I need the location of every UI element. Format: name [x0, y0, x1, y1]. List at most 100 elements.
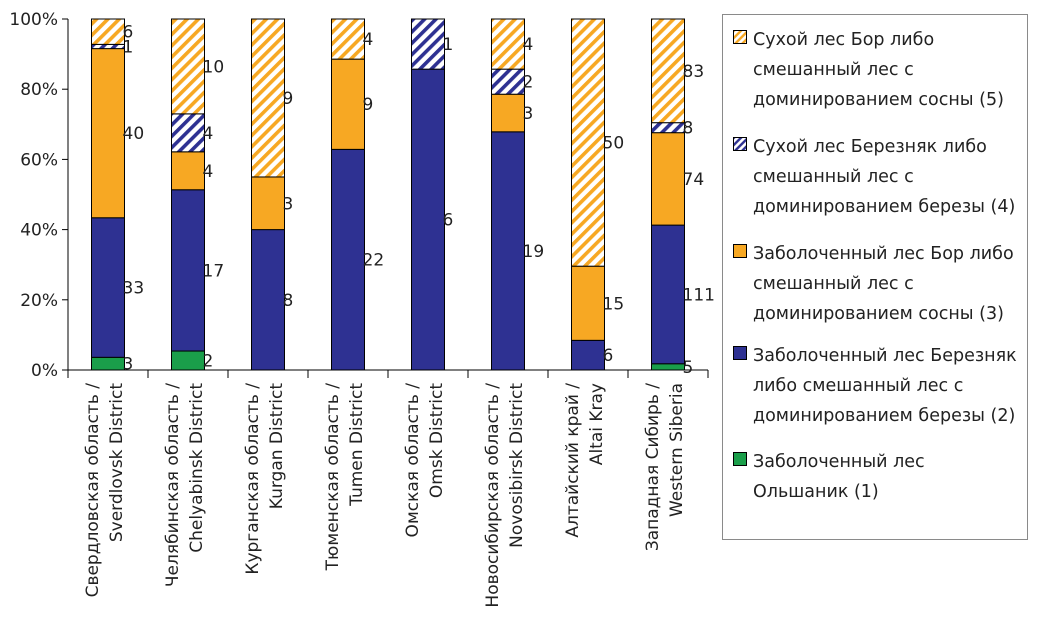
bar-segment [571, 18, 605, 267]
data-label: 111 [683, 285, 715, 305]
x-tick-label: Омская область / [403, 383, 423, 538]
bar-segment [91, 18, 125, 45]
data-label: 5 [683, 358, 694, 378]
data-label: 9 [363, 95, 374, 115]
bar-segment [491, 68, 525, 95]
legend-swatch-series-4 [733, 137, 747, 151]
legend-label-series-5: Сухой лес Бор либо смешанный лес с домин… [753, 30, 1004, 110]
bar-segment [331, 18, 365, 60]
data-label: 22 [363, 251, 385, 271]
legend-swatch-series-5 [733, 30, 747, 44]
y-tick-label: 60% [20, 150, 58, 170]
data-label: 2 [523, 73, 534, 93]
bar-segment [91, 217, 125, 358]
legend-label-series-4: Сухой лес Березняк либо смешанный лес с … [753, 137, 1016, 217]
x-tick-label: Omsk District [427, 383, 447, 498]
y-tick-label: 80% [20, 80, 58, 100]
x-tick-label: Алтайский край / [563, 383, 583, 538]
bar-segment [491, 131, 525, 371]
y-tick-label: 100% [9, 10, 58, 30]
bar-stack: 2 17 4 4 10 [171, 18, 225, 372]
bar-segment [651, 132, 685, 226]
bar-stack: 22 9 4 [331, 18, 385, 371]
x-tick-label: Новосибирская область / [483, 383, 503, 608]
x-tick-label: Novosibirsk District [507, 383, 527, 548]
bar-segment [331, 58, 365, 150]
data-label: 19 [523, 242, 545, 262]
data-label: 2 [203, 352, 214, 372]
data-label: 3 [523, 104, 534, 124]
bar-segment [91, 43, 125, 50]
bar-segment [651, 224, 685, 365]
data-label: 8 [283, 291, 294, 311]
bar-segment [91, 356, 125, 371]
x-tick-label: Kurgan District [267, 383, 287, 510]
x-tick-label: Altai Kray [587, 383, 607, 465]
data-label: 50 [603, 134, 625, 154]
data-label: 9 [283, 89, 294, 109]
bar-segment [491, 93, 525, 133]
data-label: 10 [203, 57, 225, 77]
bar-segment [171, 113, 205, 153]
bar-stack: 6 15 50 [571, 18, 625, 371]
data-label: 4 [363, 30, 374, 50]
legend: Сухой лес Бор либо смешанный лес с домин… [722, 14, 1028, 540]
x-tick-label: Западная Сибирь / [643, 383, 663, 551]
data-label: 40 [123, 124, 145, 144]
data-label: 74 [683, 170, 705, 190]
data-label: 15 [603, 294, 625, 314]
bar-segment [571, 265, 605, 341]
legend-label-series-2: Заболоченный лес Березняк либо смешанный… [753, 346, 1017, 426]
bar-segment [171, 350, 205, 371]
data-label: 6 [123, 23, 134, 43]
legend-swatch-series-3 [733, 244, 747, 258]
bar-segment [651, 18, 685, 124]
data-label: 1 [443, 35, 454, 55]
bar-stack: 19 3 2 4 [491, 18, 545, 371]
data-label: 8 [683, 119, 694, 139]
legend-label-series-3: Заболоченный лес Бор либо смешанный лес … [753, 244, 1014, 324]
bar-segment [171, 189, 205, 352]
data-label: 4 [523, 35, 534, 55]
bar-stack: 61 [411, 18, 454, 371]
x-tick-label: Western Siberia [667, 383, 687, 517]
legend-swatch-series-2 [733, 346, 747, 360]
data-label: 1 [123, 37, 134, 57]
x-tick-label: Курганская область / [243, 383, 263, 575]
bar-segment [251, 229, 285, 371]
data-label: 3 [123, 355, 134, 375]
bar-stack: 5 111 74 8 83 [651, 18, 715, 378]
x-tick-label: Tumen District [347, 383, 367, 507]
bar-segment [91, 48, 125, 219]
y-tick-label: 20% [20, 291, 58, 311]
bar-segment [411, 18, 445, 70]
data-label: 3 [283, 194, 294, 214]
x-tick-label: Sverdlovsk District [107, 383, 127, 542]
data-label: 6 [443, 211, 454, 231]
bar-segment [171, 18, 205, 115]
data-label: 6 [603, 346, 614, 366]
legend-label-series-1: Заболоченный лес Ольшаник (1) [753, 452, 925, 502]
y-tick-label: 40% [20, 221, 58, 241]
x-tick-label: Свердловская область / [83, 383, 103, 598]
bar-segment [251, 18, 285, 178]
bar-segment [411, 68, 445, 371]
bar-segment [331, 148, 365, 371]
bar-segment [171, 151, 205, 191]
bar-stack: 8 3 9 [251, 18, 294, 371]
data-label: 17 [203, 261, 225, 281]
data-label: 33 [123, 279, 145, 299]
bar-segment [491, 18, 525, 70]
data-label: 4 [203, 124, 214, 144]
x-tick-label: Челябинская область / [163, 383, 183, 587]
data-label: 4 [203, 162, 214, 182]
x-tick-label: Тюменская область / [323, 383, 343, 572]
bar-segment [251, 176, 285, 231]
bar-segment [651, 363, 685, 371]
x-tick-label: Chelyabinsk District [187, 383, 207, 553]
bar-segment [651, 122, 685, 134]
y-tick-label: 0% [31, 361, 58, 381]
data-label: 83 [683, 62, 705, 82]
